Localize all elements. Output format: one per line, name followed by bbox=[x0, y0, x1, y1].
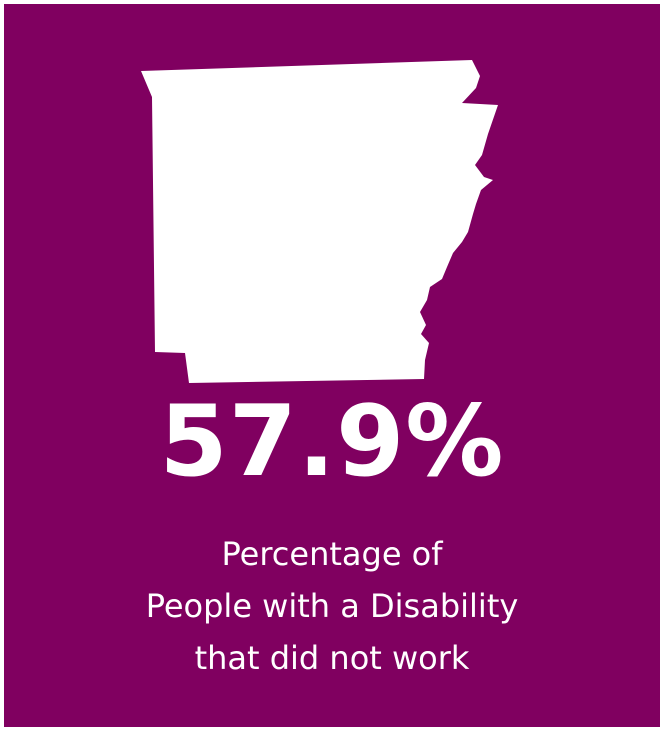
caption-line: that did not work bbox=[194, 639, 470, 677]
infographic-card: 57.9% Percentage of People with a Disabi… bbox=[4, 4, 660, 727]
caption-line: People with a Disability bbox=[145, 587, 519, 625]
caption-line: Percentage of bbox=[221, 535, 443, 573]
arkansas-state-icon bbox=[141, 60, 498, 383]
stat-caption: Percentage of People with a Disability t… bbox=[4, 528, 660, 684]
stat-value: 57.9% bbox=[159, 385, 505, 499]
